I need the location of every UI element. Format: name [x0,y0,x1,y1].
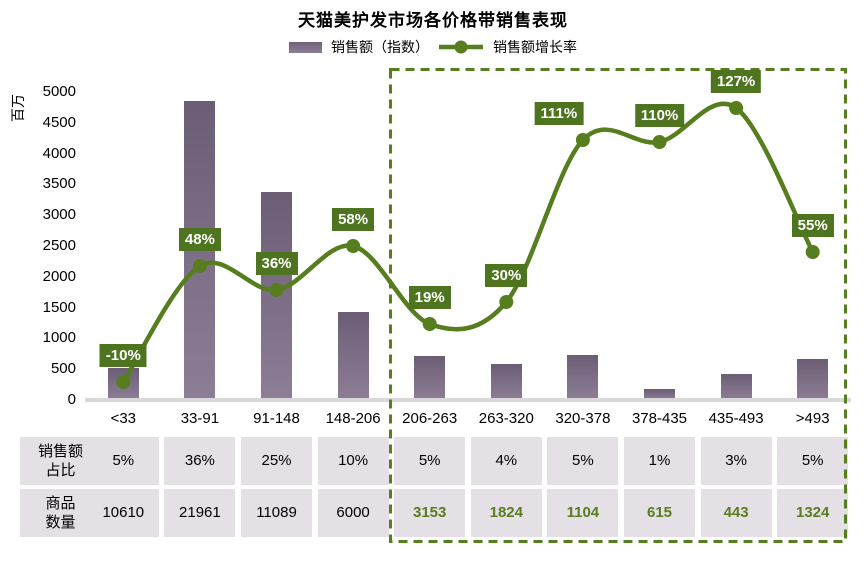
y-tick-label: 3500 [42,175,76,193]
y-tick-label: 5000 [42,83,76,100]
growth-point [652,135,667,149]
table-row-header-text: 占比 [45,462,76,479]
y-tick-label: 2000 [42,267,76,285]
chart-legend: 销售额（指数） 销售额增长率 [0,37,866,57]
growth-label: 48% [178,228,221,251]
table-cell: 1824 [470,489,542,537]
y-tick-label: 500 [50,360,76,378]
growth-point [575,133,590,147]
bar-series-swatch [289,41,322,53]
table-cell: 11089 [241,489,312,537]
chart-title: 天猫美护发市场各价格带销售表现 [298,11,568,30]
table-cell: 10% [317,437,389,485]
bar-263-320 [490,364,522,400]
growth-label: 36% [255,252,298,275]
table-row-header: 销售额 占比 [20,437,101,485]
table-cell: 443 [700,489,772,537]
y-tick-label: 0 [67,391,76,408]
x-tick-label: 378-435 [631,410,688,427]
table-cell: 6000 [317,489,389,537]
table-cell: 5% [87,437,159,485]
line-series-symbol [439,40,483,54]
growth-point [422,317,437,331]
x-tick-label: >493 [795,410,830,427]
table-cell: 615 [624,489,695,537]
table-cell: 1% [624,437,695,485]
growth-point [805,245,820,259]
table-row-header: 商品 数量 [20,489,101,537]
table-cell: 25% [241,437,312,485]
x-tick-label: 148-206 [325,410,381,427]
x-tick-label: 206-263 [402,410,458,427]
table-cell: 36% [164,437,236,485]
table-cell: 5% [777,437,849,485]
table-cell: 5% [547,437,619,485]
table-cell: 3153 [394,489,466,537]
bar-320-378 [567,355,599,400]
table-row-header-text: 数量 [45,514,76,531]
y-axis-title: 百万 [10,94,26,122]
x-tick-label: 91-148 [253,410,300,427]
table-cell: 3% [700,437,772,485]
table-cell: 4% [470,437,542,485]
y-tick-label: 1500 [42,298,76,316]
x-tick-label: <33 [110,410,137,427]
table-cell: 21961 [164,489,236,537]
table-cell: 1104 [547,489,619,537]
table-row-header-text: 商品 [45,494,76,512]
growth-label: 55% [791,214,834,237]
table-cell: 5% [394,437,466,485]
bar-series-legend-label: 销售额（指数） [331,39,429,55]
bar-<33 [107,367,139,400]
table-cell: 10610 [87,489,159,537]
y-tick-label: 4500 [42,113,76,131]
x-tick-label: 320-378 [555,410,611,427]
table-row-header-text: 销售额 [37,442,83,460]
growth-rate-line [121,101,815,384]
x-tick-label: 435-493 [708,410,764,427]
growth-point [346,239,361,253]
bar-435-493 [720,374,752,400]
y-tick-label: 3000 [42,206,76,224]
bar-148-206 [337,311,369,400]
x-tick-label: 263-320 [478,410,534,427]
growth-label: -10% [99,344,147,367]
y-tick-label: 1000 [42,329,76,347]
x-axis-line [85,398,851,402]
y-tick-label: 2500 [42,237,76,254]
x-tick-label: 33-91 [180,410,220,427]
growth-label: 30% [485,264,528,287]
growth-label: 19% [408,286,451,309]
growth-label: 127% [710,70,762,93]
growth-label: 111% [534,102,584,125]
line-series-legend-label: 销售额增长率 [493,39,577,55]
growth-label: 110% [634,104,685,127]
bar-206-263 [414,356,446,400]
y-tick-label: 4000 [42,144,76,162]
bar-91-148 [261,191,292,400]
table-cell: 1324 [777,489,849,537]
growth-point [499,295,514,309]
growth-point [729,101,744,115]
growth-label: 58% [332,208,375,231]
bar->493 [797,358,829,400]
